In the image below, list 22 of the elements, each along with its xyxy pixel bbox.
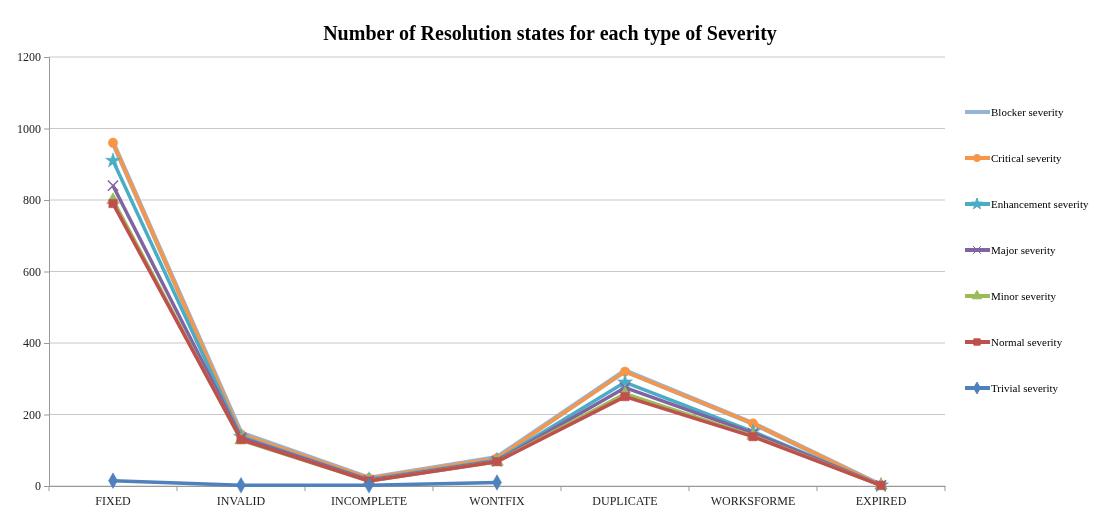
x-tick-label: EXPIRED: [855, 493, 907, 508]
y-tick-label: 1200: [17, 50, 41, 65]
y-tick-label: 0: [35, 479, 41, 494]
legend-label: Critical severity: [991, 152, 1063, 164]
y-tick-label: 600: [23, 264, 41, 279]
x-tick-label: FIXED: [95, 493, 131, 508]
x-tick-label: INVALID: [216, 493, 266, 508]
legend-label: Minor severity: [991, 290, 1057, 302]
x-tick-label: WONTFIX: [469, 493, 525, 508]
x-tick-label: INCOMPLETE: [331, 493, 407, 508]
y-tick-label: 800: [23, 193, 41, 208]
x-tick-label: DUPLICATE: [592, 493, 658, 508]
legend-label: Blocker severity: [991, 106, 1064, 118]
legend-label: Trivial severity: [991, 382, 1059, 394]
y-tick-label: 1000: [17, 121, 41, 136]
legend-label: Normal severity: [991, 336, 1063, 348]
legend-label: Major severity: [991, 244, 1056, 256]
chart-title: Number of Resolution states for each type of Severity: [323, 22, 777, 45]
legend-label: Enhancement severity: [991, 198, 1089, 210]
y-tick-label: 400: [23, 336, 41, 351]
y-tick-label: 200: [23, 407, 41, 422]
x-tick-label: WORKSFORME: [710, 493, 796, 508]
